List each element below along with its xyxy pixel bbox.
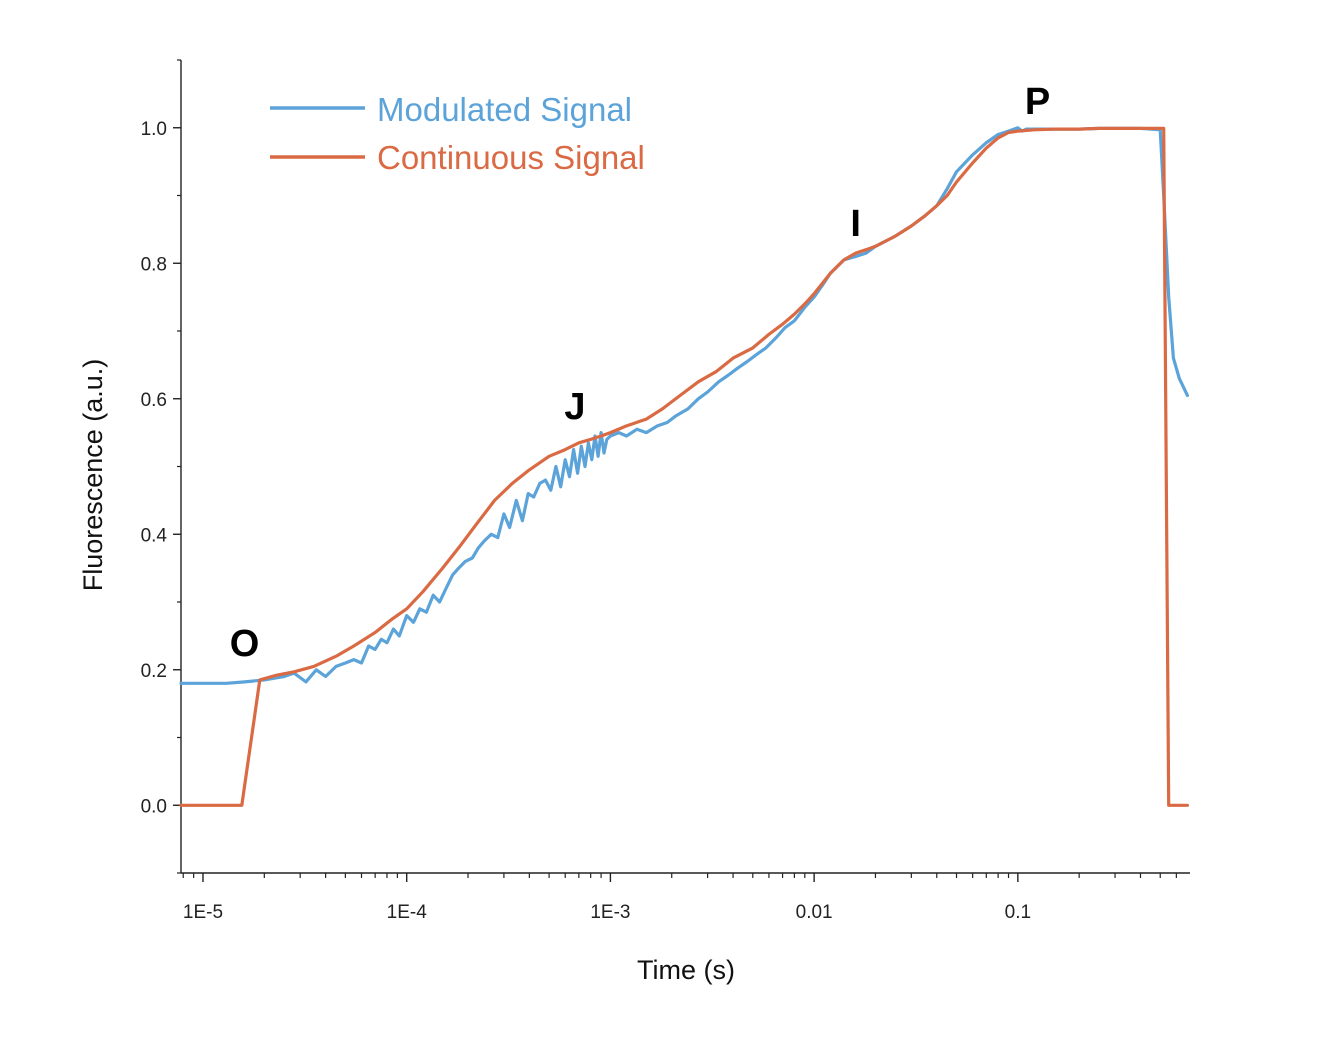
series-line-modulated-signal — [179, 126, 1190, 685]
x-tick-label: 0.01 — [796, 902, 833, 923]
legend-label-modulated-signal: Modulated Signal — [377, 91, 632, 128]
legend-label-continuous-signal: Continuous Signal — [377, 139, 645, 176]
annotation-o: O — [230, 623, 260, 665]
x-tick-label: 1E-3 — [590, 902, 630, 923]
x-axis-title: Time (s) — [637, 955, 735, 985]
axes: 0.0 0.2 0.4 0.6 0.8 1.0 1E-5 1E-4 1E-3 0.01 0.1 — [141, 59, 1190, 923]
x-tick-label: 1E-4 — [387, 902, 428, 923]
legend: Modulated Signal Continuous Signal — [270, 91, 645, 176]
y-axis-title: Fluorescence (a.u.) — [78, 359, 108, 592]
x-tick-label: 0.1 — [1005, 902, 1031, 923]
series-line-continuous-signal — [179, 126, 1190, 807]
annotation-p: P — [1025, 81, 1050, 123]
y-tick-label: 0.2 — [141, 661, 167, 682]
annotation-layer: O J I P — [230, 81, 1050, 665]
y-tick-label: 1.0 — [141, 119, 167, 140]
y-tick-label: 0.4 — [141, 525, 168, 546]
series-layer — [179, 126, 1190, 807]
annotation-i: I — [850, 203, 861, 245]
x-tick-label: 1E-5 — [183, 902, 223, 923]
y-tick-label: 0.0 — [141, 796, 167, 817]
y-tick-label: 0.8 — [141, 254, 167, 275]
y-tick-label: 0.6 — [141, 390, 167, 411]
annotation-j: J — [564, 386, 585, 428]
